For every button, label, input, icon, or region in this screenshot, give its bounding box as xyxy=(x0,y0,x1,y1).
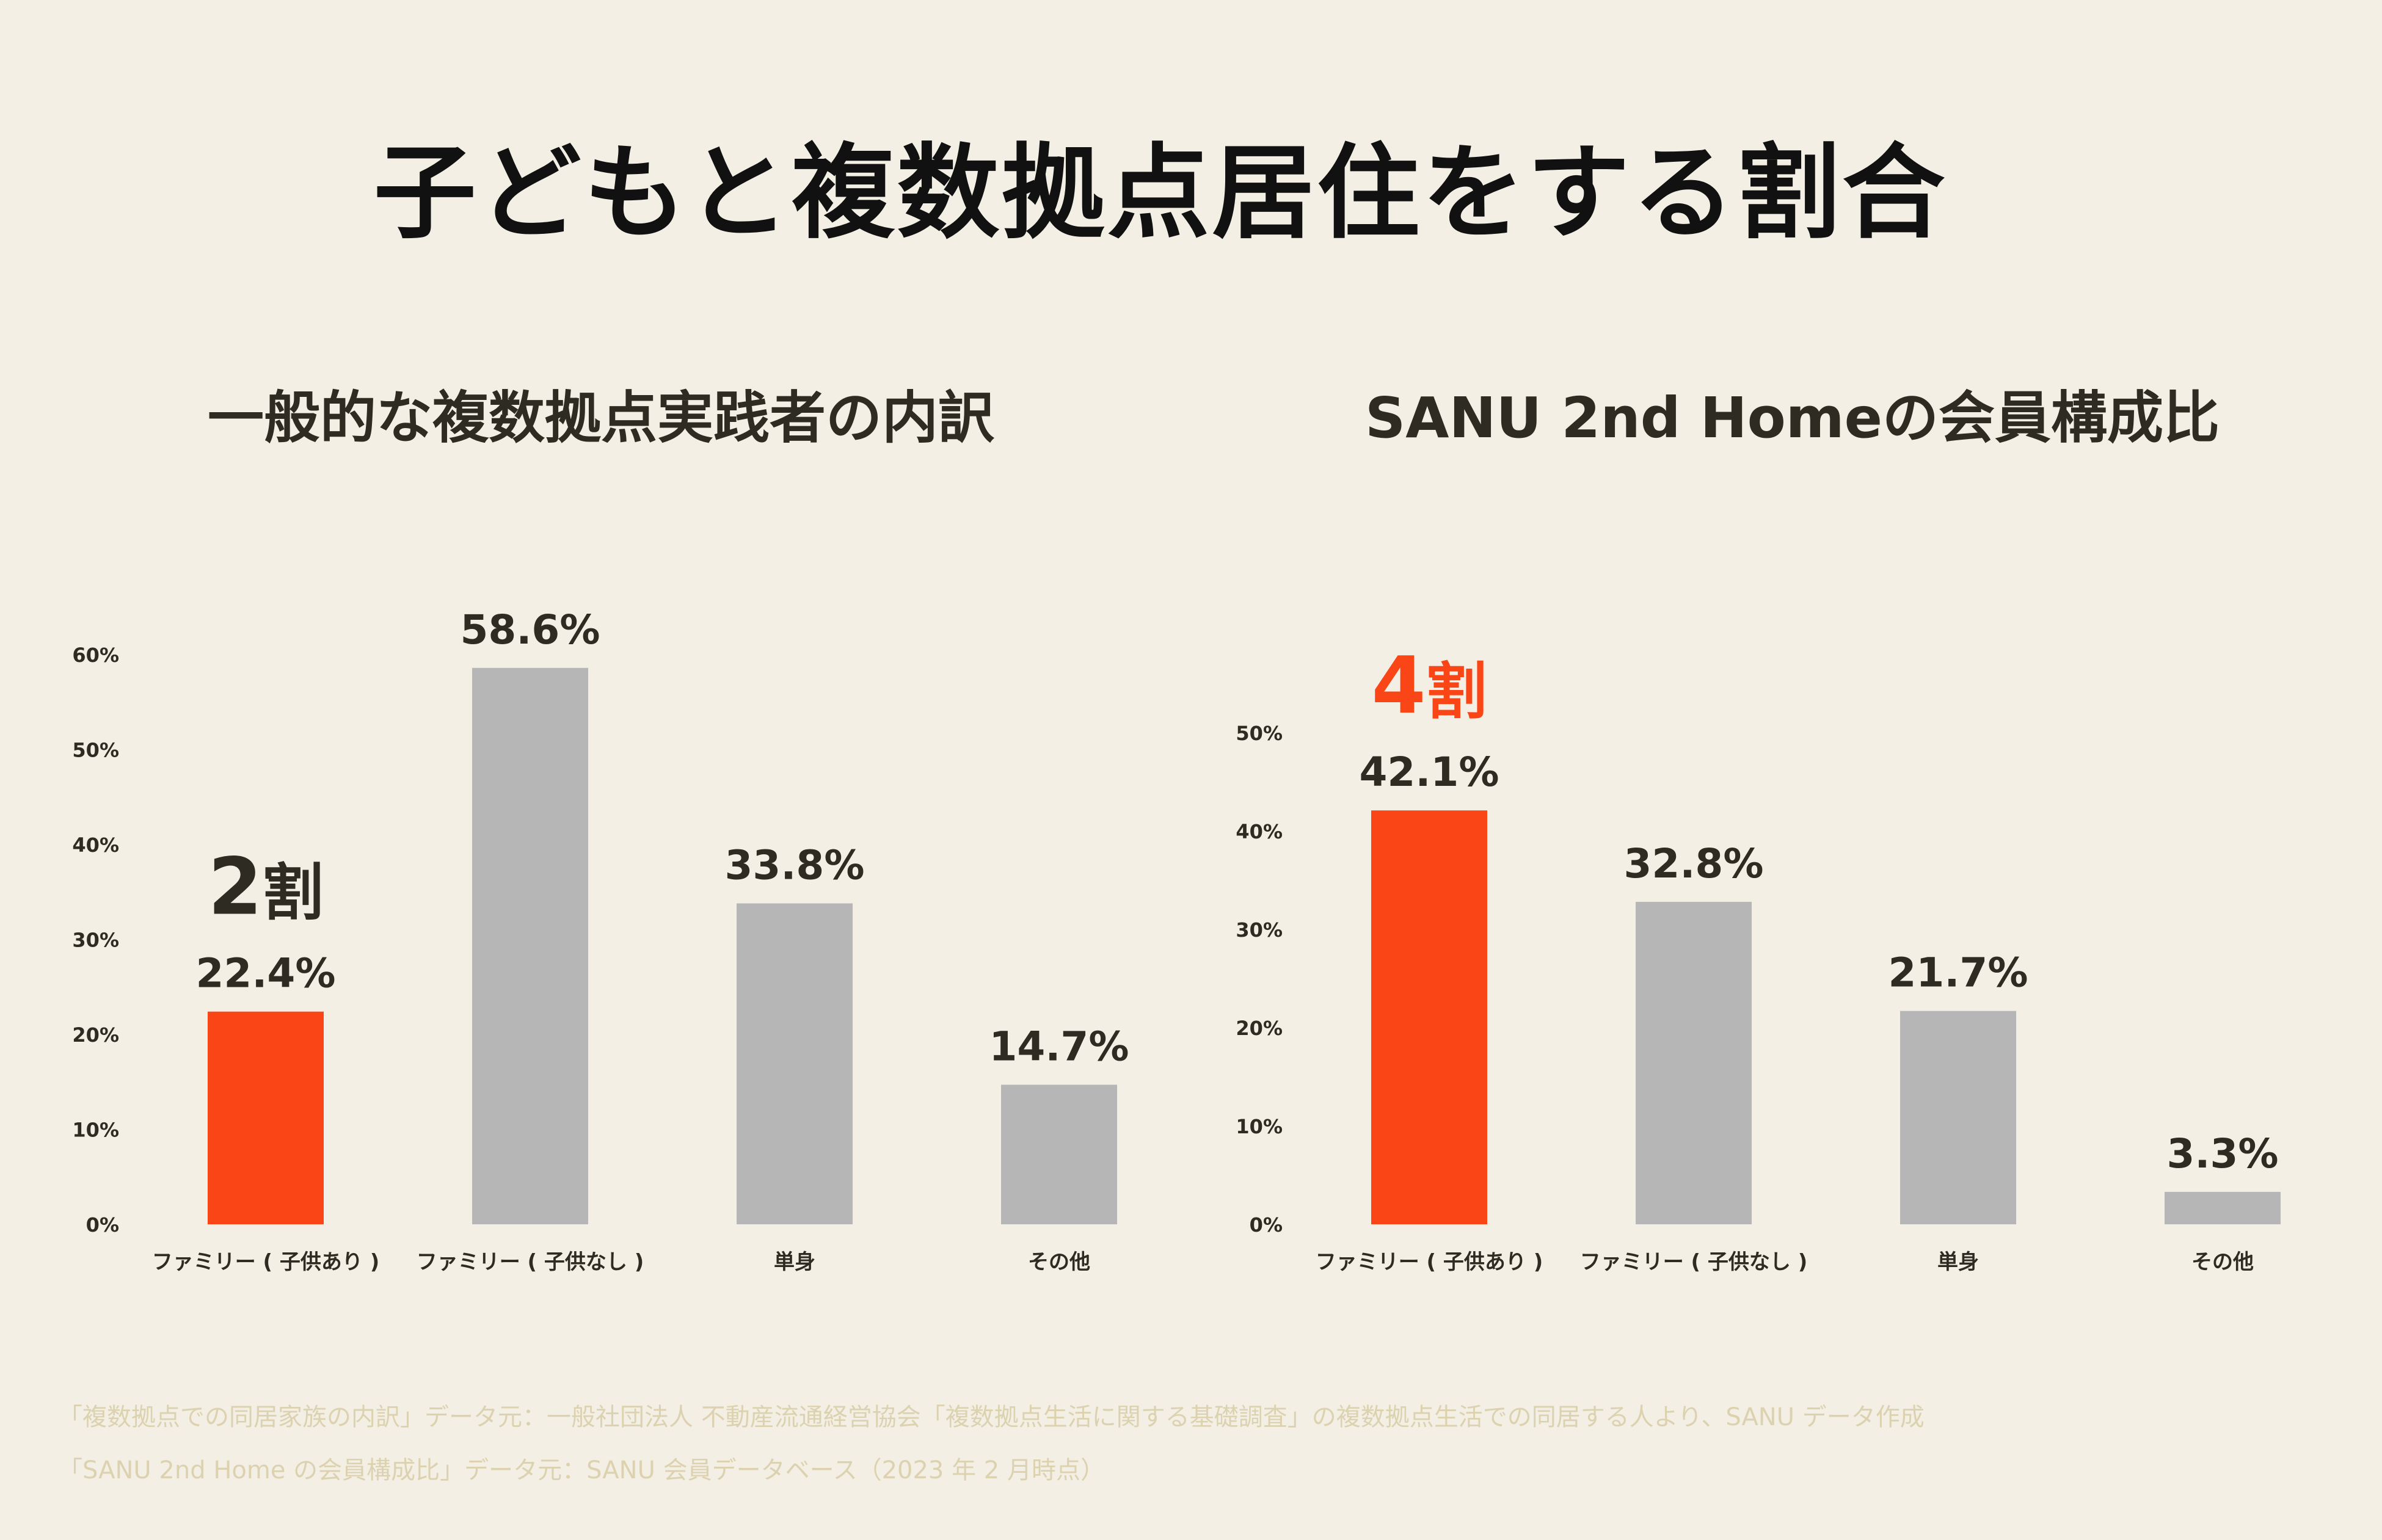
left-category-label: その他 xyxy=(1028,1250,1090,1274)
right-category-label: ファミリー ( 子供なし ) xyxy=(1580,1250,1808,1274)
right-y-tick-label: 10% xyxy=(1236,1115,1283,1138)
left-bar xyxy=(208,1011,324,1224)
right-ratio-annotation: 4割 xyxy=(1371,641,1487,732)
right-y-tick-label: 0% xyxy=(1250,1213,1283,1237)
right-bar xyxy=(2165,1191,2281,1224)
left-value-label: 33.8% xyxy=(725,841,865,888)
left-ratio-annotation: 2割 xyxy=(208,842,323,933)
right-category-label: その他 xyxy=(2191,1250,2254,1274)
right-value-label: 21.7% xyxy=(1888,950,2028,997)
left-bar xyxy=(1001,1084,1117,1224)
footnote-source-1: 「複数拠点での同居家族の内訳」データ元：一般社団法人 不動産流通経営協会「複数拠… xyxy=(58,1403,1925,1431)
left-y-tick-label: 60% xyxy=(72,644,119,667)
right-bar xyxy=(1371,810,1487,1224)
right-value-label: 32.8% xyxy=(1624,840,1764,887)
left-value-label: 14.7% xyxy=(989,1023,1129,1070)
right-y-tick-label: 50% xyxy=(1236,722,1283,745)
right-value-label: 3.3% xyxy=(2166,1130,2278,1177)
left-bar xyxy=(472,667,588,1224)
left-bar xyxy=(737,903,853,1224)
right-y-tick-label: 20% xyxy=(1236,1017,1283,1040)
right-category-label: 単身 xyxy=(1937,1250,1979,1274)
left-value-label: 22.4% xyxy=(196,950,336,997)
left-y-tick-label: 20% xyxy=(72,1023,119,1047)
right-y-tick-label: 40% xyxy=(1236,820,1283,843)
right-chart-title: SANU 2nd Homeの会員構成比 xyxy=(1365,385,2220,451)
left-category-label: ファミリー ( 子供あり ) xyxy=(152,1250,380,1274)
left-category-label: ファミリー ( 子供なし ) xyxy=(417,1250,644,1274)
footnote-source-2: 「SANU 2nd Home の会員構成比」データ元：SANU 会員データベース… xyxy=(58,1456,1105,1484)
right-value-label: 42.1% xyxy=(1360,749,1499,796)
left-y-tick-label: 50% xyxy=(72,739,119,762)
left-y-tick-label: 30% xyxy=(72,929,119,952)
left-chart-title: 一般的な複数拠点実践者の内訳 xyxy=(208,385,995,451)
right-category-label: ファミリー ( 子供あり ) xyxy=(1316,1250,1543,1274)
left-category-label: 単身 xyxy=(774,1250,815,1274)
right-bar xyxy=(1636,901,1752,1224)
page-title: 子どもと複数拠点居住をする割合 xyxy=(373,133,1948,253)
left-y-tick-label: 40% xyxy=(72,834,119,857)
left-y-tick-label: 0% xyxy=(86,1213,119,1237)
right-y-tick-label: 30% xyxy=(1236,918,1283,942)
left-value-label: 58.6% xyxy=(461,606,600,653)
right-bar xyxy=(1900,1011,2016,1224)
left-y-tick-label: 10% xyxy=(72,1119,119,1142)
